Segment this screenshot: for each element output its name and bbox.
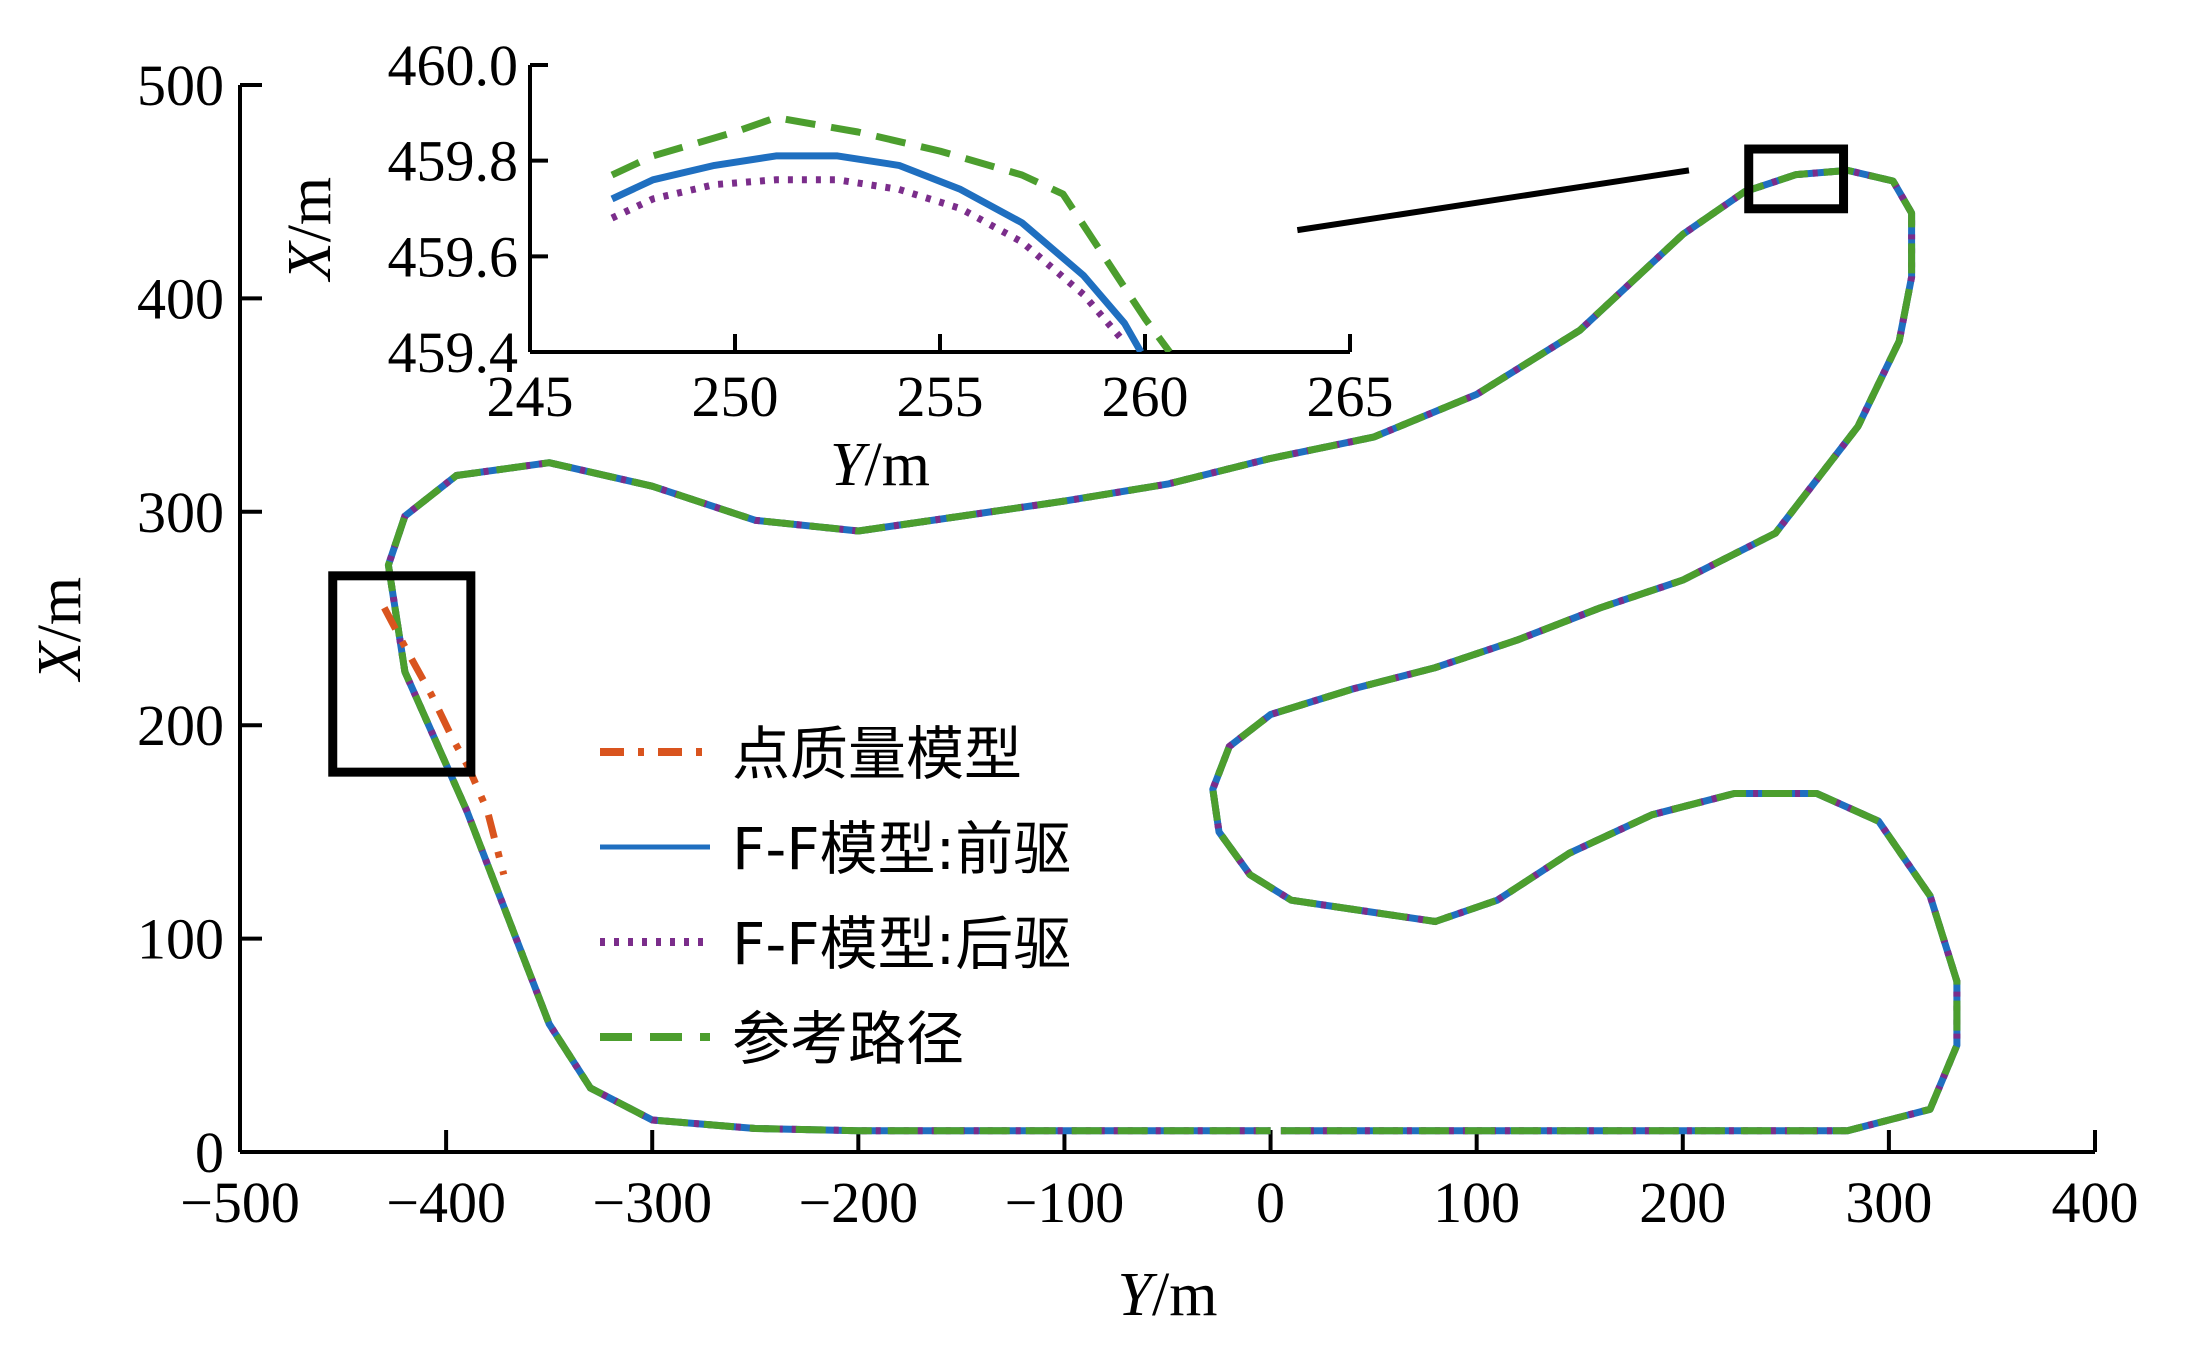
inset-y-axis-title: X/m [276,177,344,283]
main-y-tick-label: 100 [137,907,224,972]
series-line-reference-path [384,166,1961,1135]
inset-x-tick-label: 255 [897,364,984,429]
main-x-tick-label: −200 [798,1170,918,1235]
main-y-tick-label: 300 [137,480,224,545]
inset-series-line-reference-path [610,114,1173,352]
inset-x-tick-label: 265 [1307,364,1394,429]
inset-x-axis-title: Y/m [830,431,930,499]
zoom-box-top-right [1744,144,1849,214]
inset-plot: 245 250 255 260 265 459.4 459.6 459.8 460.0 Y/m X/… [276,33,1394,499]
zoom-box-left [328,571,476,777]
series-line-front-drive [384,166,1961,1135]
inset-x-tick-label: 250 [692,364,779,429]
main-y-tick-label: 0 [195,1120,224,1185]
inset-series-line-rear-drive [610,176,1128,345]
main-x-tick-label: −500 [180,1170,300,1235]
legend-label: F-F模型:后驱 [732,910,1071,978]
main-x-tick-label: 100 [1433,1170,1520,1235]
main-x-tick-label: 200 [1639,1170,1726,1235]
inset-y-tick-label: 459.4 [388,320,519,385]
main-x-tick-label: −400 [386,1170,506,1235]
legend-label: 点质量模型 [732,720,1022,788]
inset-y-tick-label: 459.6 [388,224,519,289]
main-y-tick-label: 500 [137,53,224,118]
inset-y-tick-label: 459.8 [388,129,519,194]
main-x-tick-label: 300 [1845,1170,1932,1235]
series-line-point-mass [381,606,508,876]
main-x-tick-label: −300 [592,1170,712,1235]
legend-item: 参考路径 [600,1005,964,1073]
main-x-tick-label: 400 [2052,1170,2139,1235]
main-x-tick-label: 0 [1256,1170,1285,1235]
main-y-axis-title: X/m [26,577,94,683]
inset-x-tick-label: 260 [1102,364,1189,429]
main-y-tick-label: 200 [137,693,224,758]
legend-item: F-F模型:前驱 [600,815,1071,883]
zoom-connector-line [1296,167,1690,234]
legend-item: F-F模型:后驱 [600,910,1071,978]
inset-series-line-front-drive [610,152,1144,352]
legend-item: 点质量模型 [600,720,1022,788]
main-y-tick-label: 400 [137,266,224,331]
main-x-tick-label: −100 [1005,1170,1125,1235]
main-x-axis-title: Y/m [1118,1261,1218,1329]
legend-label: 参考路径 [732,1005,964,1073]
legend-label: F-F模型:前驱 [732,815,1071,883]
inset-y-tick-label: 460.0 [388,33,519,98]
main-plot: −500 −400 −300 −200 −100 0 100 200 300 400 0 100 200… [26,53,2139,1329]
inset-x-tick-label: 245 [487,364,574,429]
series-line-rear-drive [384,166,1961,1135]
